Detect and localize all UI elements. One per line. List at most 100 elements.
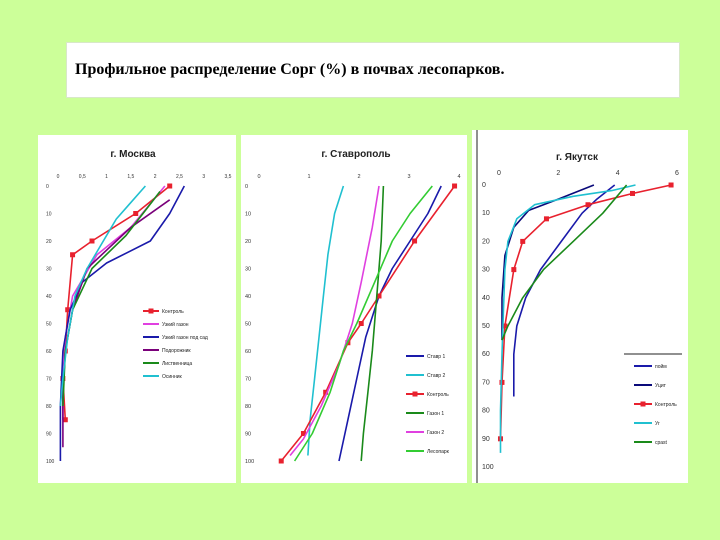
y-tick-label: 90 [482,436,490,443]
y-tick-label: 70 [245,377,251,383]
chart-title: г. Якутск [556,152,599,163]
y-tick-label: 80 [482,408,490,415]
data-point [520,238,526,244]
chart-moscow: г. Москва 0 0,5 1 1,5 2 2,5 3 3,5 0 10 20 30 40 50 60 70… [46,149,232,465]
y-tick-label: 40 [46,294,52,300]
series-line [499,184,672,439]
series-line [62,185,171,420]
x-tick-label: 3 [202,174,205,180]
y-tick-label: 90 [245,432,251,438]
x-tick-label: 1 [307,174,310,180]
legend-marker [148,308,154,314]
legend-label: Ставр 1 [427,354,445,360]
x-tick-label: 3 [407,174,410,180]
data-point [62,417,68,423]
y-tick-label: 50 [245,322,251,328]
x-tick-label: 6 [675,170,679,177]
x-tick-label: 0 [497,170,501,177]
data-point [630,190,635,196]
x-tick-label: 2 [357,174,360,180]
series-line [59,185,147,407]
y-tick-label: 30 [46,267,52,273]
x-tick-label: 0 [57,174,60,180]
data-point [300,431,306,436]
y-tick-label: 80 [245,404,251,410]
legend-label: Уг [655,421,660,427]
legend-label: Узкий газон под сад [162,334,208,341]
y-tick-label: 10 [482,210,490,217]
legend-label: Уцит [655,383,667,389]
y-tick-label: 50 [482,323,490,330]
legend-label: Лесопарк [427,449,450,455]
data-point [511,267,517,273]
data-point [412,238,418,244]
y-tick-label: 60 [482,351,490,358]
data-point [585,202,591,208]
x-tick-label: 1 [105,174,108,180]
y-tick-label: 20 [482,238,490,245]
legend-label: Контроль [427,392,449,398]
page-title: Профильное распределение Сорг (%) в почв… [75,61,505,78]
legend-label: Узкий газон [162,321,189,328]
chart-panel-moscow: г. Москва 0 0,5 1 1,5 2 2,5 3 3,5 0 10 20 30 40 50 60 70… [38,135,236,483]
x-tick-label: 3,5 [225,174,232,180]
legend-label: Лиственница [162,361,192,367]
data-point [89,238,95,244]
y-tick-label: 40 [482,295,490,302]
y-tick-label: 0 [482,182,486,189]
series-line [62,191,161,407]
data-point [358,321,364,326]
x-tick-label: 2 [154,174,157,180]
legend-label: Контроль [655,402,677,408]
x-tick-label: 2,5 [176,174,183,180]
data-point [376,293,382,299]
y-tick-label: 50 [46,322,52,328]
x-tick-label: 1,5 [127,174,134,180]
series-line [307,185,345,456]
series-line [338,185,442,462]
data-point [452,183,458,189]
data-point [278,458,284,464]
y-tick-label: 60 [245,349,251,355]
data-point [668,182,674,188]
legend-marker [640,401,646,407]
y-tick-label: 30 [245,267,251,273]
y-tick-label: 20 [46,239,52,245]
data-point [133,211,139,216]
data-point [543,216,549,222]
data-point [167,183,173,189]
y-tick-label: 100 [245,459,254,465]
legend-label: пойм [655,363,667,370]
y-tick-label: 100 [46,459,55,465]
legend-label: Контроль [162,309,184,315]
x-tick-label: 0 [257,174,260,180]
series-line [499,184,636,453]
legend-label: Осинник [162,374,182,380]
series-line [62,185,166,420]
y-tick-label: 80 [46,404,52,410]
x-tick-label: 4 [457,174,460,180]
chart-title: г. Ставрополь [321,149,390,160]
data-point [323,389,329,395]
y-tick-label: 40 [245,294,251,300]
legend-label: Ставр 2 [427,373,445,379]
y-tick-label: 100 [482,464,494,471]
y-tick-label: 20 [245,239,251,245]
x-tick-label: 0,5 [79,174,86,180]
series-line [289,185,380,457]
x-tick-label: 4 [616,170,620,177]
x-tick-label: 2 [556,170,560,177]
legend-label: Газон 1 [427,411,444,417]
data-point [70,252,76,258]
series-line [360,185,385,462]
y-tick-label: 0 [46,184,49,190]
series-line [501,184,628,341]
legend-label: Газон 2 [427,430,444,436]
chart-title: г. Москва [110,149,156,160]
data-point [502,323,508,329]
y-tick-label: 60 [46,349,52,355]
chart-panel-yakutsk: г. Якутск 0 2 4 6 0 10 20 30 40 50 60 70 80 90 100 пойм У… [472,130,688,483]
y-tick-label: 70 [482,379,490,386]
